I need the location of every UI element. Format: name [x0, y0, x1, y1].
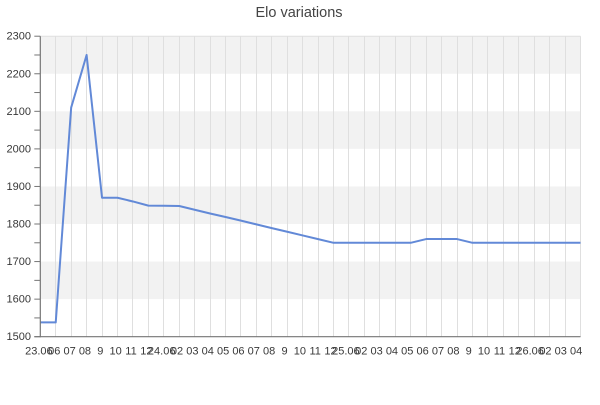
svg-text:2100: 2100 — [7, 106, 31, 118]
svg-text:03: 03 — [555, 346, 567, 358]
svg-text:08: 08 — [79, 346, 91, 358]
svg-text:2000: 2000 — [7, 143, 31, 155]
svg-text:9: 9 — [97, 346, 103, 358]
svg-text:04: 04 — [570, 346, 582, 358]
svg-text:25.06: 25.06 — [332, 346, 360, 358]
svg-text:1900: 1900 — [7, 181, 31, 193]
svg-text:12: 12 — [324, 346, 336, 358]
svg-text:04: 04 — [202, 346, 214, 358]
svg-text:12: 12 — [140, 346, 152, 358]
svg-text:07: 07 — [432, 346, 444, 358]
svg-text:1500: 1500 — [7, 331, 31, 343]
svg-text:24.06: 24.06 — [148, 346, 176, 358]
svg-text:2200: 2200 — [7, 68, 31, 80]
svg-text:06: 06 — [417, 346, 429, 358]
svg-text:03: 03 — [370, 346, 382, 358]
svg-text:11: 11 — [309, 346, 320, 358]
svg-text:03: 03 — [186, 346, 198, 358]
svg-text:9: 9 — [281, 346, 287, 358]
svg-text:05: 05 — [401, 346, 413, 358]
svg-text:10: 10 — [294, 346, 306, 358]
svg-text:04: 04 — [386, 346, 398, 358]
svg-text:1600: 1600 — [7, 294, 31, 306]
svg-text:2300: 2300 — [7, 31, 31, 43]
svg-text:07: 07 — [248, 346, 260, 358]
svg-text:11: 11 — [494, 346, 505, 358]
svg-text:02: 02 — [171, 346, 183, 358]
svg-text:26.06: 26.06 — [516, 346, 544, 358]
svg-text:07: 07 — [63, 346, 75, 358]
svg-text:10: 10 — [478, 346, 490, 358]
svg-text:02: 02 — [539, 346, 551, 358]
svg-text:05: 05 — [217, 346, 229, 358]
svg-text:02: 02 — [355, 346, 367, 358]
svg-text:10: 10 — [110, 346, 122, 358]
svg-text:1800: 1800 — [7, 219, 31, 231]
svg-text:23.06: 23.06 — [25, 346, 53, 358]
svg-text:11: 11 — [125, 346, 136, 358]
svg-text:08: 08 — [447, 346, 459, 358]
svg-text:Elo variations: Elo variations — [255, 5, 342, 21]
svg-text:1700: 1700 — [7, 256, 31, 268]
svg-text:9: 9 — [466, 346, 472, 358]
svg-text:06: 06 — [232, 346, 244, 358]
svg-text:12: 12 — [509, 346, 521, 358]
svg-text:06: 06 — [48, 346, 60, 358]
svg-text:08: 08 — [263, 346, 275, 358]
